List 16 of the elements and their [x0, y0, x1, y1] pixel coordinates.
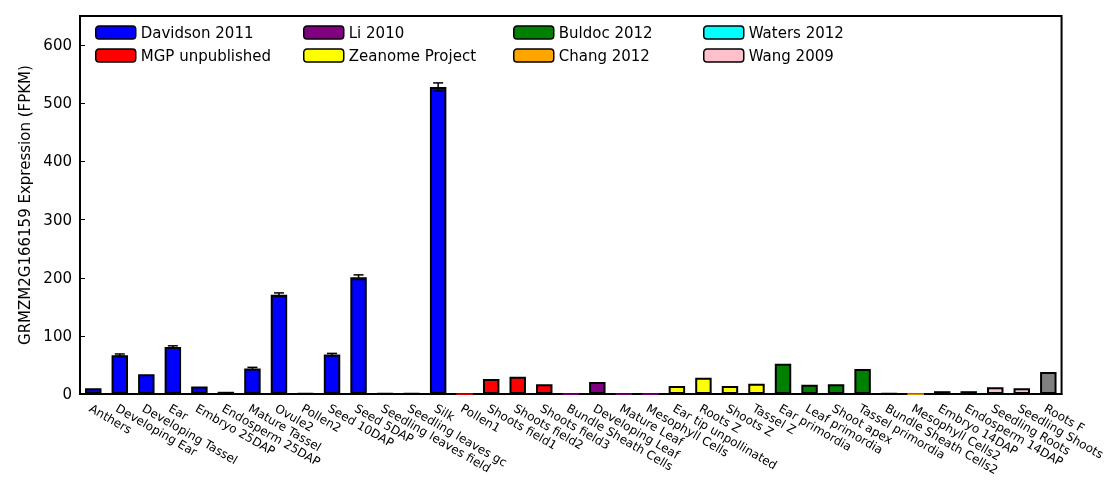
y-tick-label: 600	[43, 36, 72, 55]
y-tick-label: 0	[62, 385, 72, 404]
y-tick-label: 200	[43, 268, 72, 287]
y-tick-label: 400	[43, 152, 72, 171]
y-axis-title: GRMZM2G166159 Expression (FPKM)	[15, 65, 34, 345]
legend-label: Chang 2012	[558, 46, 650, 65]
legend-label: Waters 2012	[748, 23, 844, 42]
legend-label: Zeanome Project	[348, 46, 477, 65]
y-tick-label: 300	[43, 210, 72, 229]
y-tick-label: 500	[43, 94, 72, 113]
legend-label: Wang 2009	[748, 46, 834, 65]
legend-label: MGP unpublished	[140, 46, 272, 65]
legend-label: Buldoc 2012	[558, 23, 653, 42]
y-tick-label: 100	[43, 326, 72, 345]
legend-label: Li 2010	[348, 23, 405, 42]
legend-label: Davidson 2011	[140, 23, 254, 42]
